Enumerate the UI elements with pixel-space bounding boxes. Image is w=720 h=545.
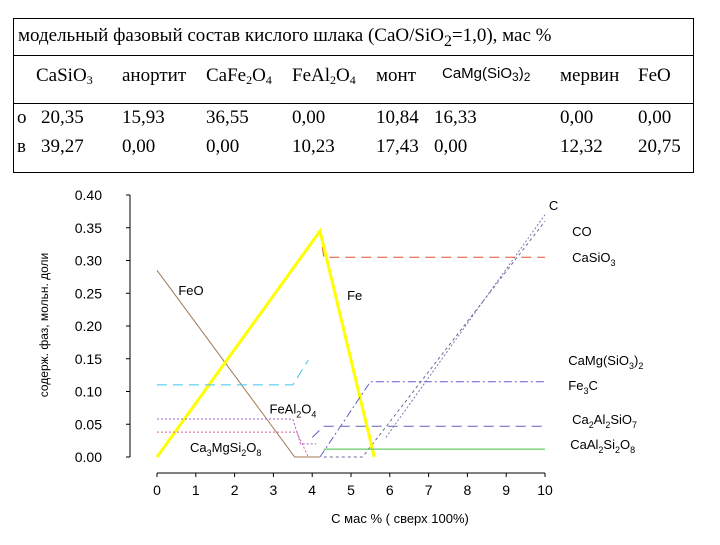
table-cell: 17,43: [376, 136, 419, 157]
series-line-ca2al2sio7: [311, 425, 545, 438]
x-tick-label: 9: [502, 482, 510, 498]
y-tick-label: 0.30: [75, 253, 102, 269]
series-line-co: [385, 214, 546, 438]
series-label: CaSiO3​: [572, 250, 615, 268]
table-cell: 10,84: [376, 107, 419, 128]
x-axis-label: C мас % ( сверх 100%): [331, 511, 469, 526]
series-line-fe: [155, 227, 376, 458]
table-cell: 20,75: [638, 136, 681, 157]
series-line-casio3: [319, 230, 545, 258]
y-tick-label: 0.40: [75, 187, 102, 203]
composition-table: модельный фазовый состав кислого шлака (…: [13, 18, 694, 173]
x-tick-label: 1: [192, 482, 200, 498]
series-line-camgsio32: [157, 359, 309, 386]
series-line-feo: [156, 270, 320, 458]
table-cell: 0,00: [292, 107, 326, 128]
x-tick-label: 4: [308, 482, 316, 498]
header-casio3: CaSiO3: [36, 65, 93, 87]
series-label: CO: [572, 224, 592, 239]
series-label: Fe: [347, 288, 362, 303]
y-tick-label: 0.20: [75, 318, 102, 334]
y-tick-label: 0.05: [75, 416, 102, 432]
x-tick-label: 0: [153, 482, 161, 498]
series-label: C: [549, 198, 558, 213]
x-tick-label: 7: [425, 482, 433, 498]
series-label: Ca3​MgSi2​O8​: [190, 440, 261, 458]
table-title: модельный фазовый состав кислого шлака (…: [18, 25, 552, 50]
series-label: CaMg(SiO3​)2​: [568, 353, 643, 371]
x-tick-label: 5: [347, 482, 355, 498]
header-mervin: мервин: [560, 65, 620, 86]
table-divider-1: [14, 55, 693, 56]
series-label: Ca2​Al2​SiO7​: [572, 412, 637, 430]
table-cell: 20,35: [41, 107, 84, 128]
table-cell: 10,23: [292, 136, 335, 157]
x-tick-label: 8: [464, 482, 472, 498]
table-cell: 15,93: [122, 107, 165, 128]
y-tick-label: 0.35: [75, 220, 102, 236]
y-tick-label: 0.25: [75, 285, 102, 301]
table-cell: 36,55: [206, 107, 249, 128]
table-cell: 12,32: [560, 136, 603, 157]
table-cell: 0,00: [206, 136, 240, 157]
table-cell: 0,00: [122, 136, 156, 157]
x-tick-label: 10: [537, 482, 553, 498]
series-line-feal2o4: [157, 418, 317, 445]
row-label-o: о: [17, 107, 27, 128]
x-tick-label: 2: [231, 482, 239, 498]
y-axis-label: содерж. фаз, мольн. доли: [37, 253, 51, 398]
x-tick-label: 6: [386, 482, 394, 498]
series-line-c: [323, 220, 546, 458]
series-line-fe3c: [319, 381, 545, 458]
x-tick-label: 3: [270, 482, 278, 498]
series-label: FeO: [178, 283, 203, 298]
table-cell: 39,27: [41, 136, 84, 157]
y-tick-label: 0.00: [75, 449, 102, 465]
chart-svg: 0.00 0.05 0.10 0.15 0.20 0.25 0.30 0.35 0.40 0 1 2 3…: [37, 187, 643, 526]
y-tick-label: 0.10: [75, 384, 102, 400]
series-label: Fe3​C: [568, 378, 598, 396]
header-camgsio3: CaMg(SiO3)2: [442, 65, 531, 84]
phase-chart: 0.00 0.05 0.10 0.15 0.20 0.25 0.30 0.35 0.40 0 1 2 3…: [0, 175, 720, 540]
table-cell: 16,33: [434, 107, 477, 128]
header-cafe2o4: CaFe2O4: [206, 65, 272, 87]
table-cell: 0,00: [434, 136, 468, 157]
y-tick-label: 0.15: [75, 351, 102, 367]
series-label: FeAl2​O4​: [270, 402, 317, 420]
table-cell: 0,00: [638, 107, 672, 128]
header-feal2o4: FeAl2O4: [292, 65, 356, 87]
table-cell: 0,00: [560, 107, 594, 128]
row-label-v: в: [17, 136, 26, 157]
series-label: CaAl2​Si2​O8​: [570, 437, 635, 455]
header-mont: монт: [376, 65, 416, 86]
header-feo: FeO: [638, 65, 671, 86]
table-divider-2: [14, 103, 693, 104]
header-anortit: анортит: [122, 65, 187, 86]
